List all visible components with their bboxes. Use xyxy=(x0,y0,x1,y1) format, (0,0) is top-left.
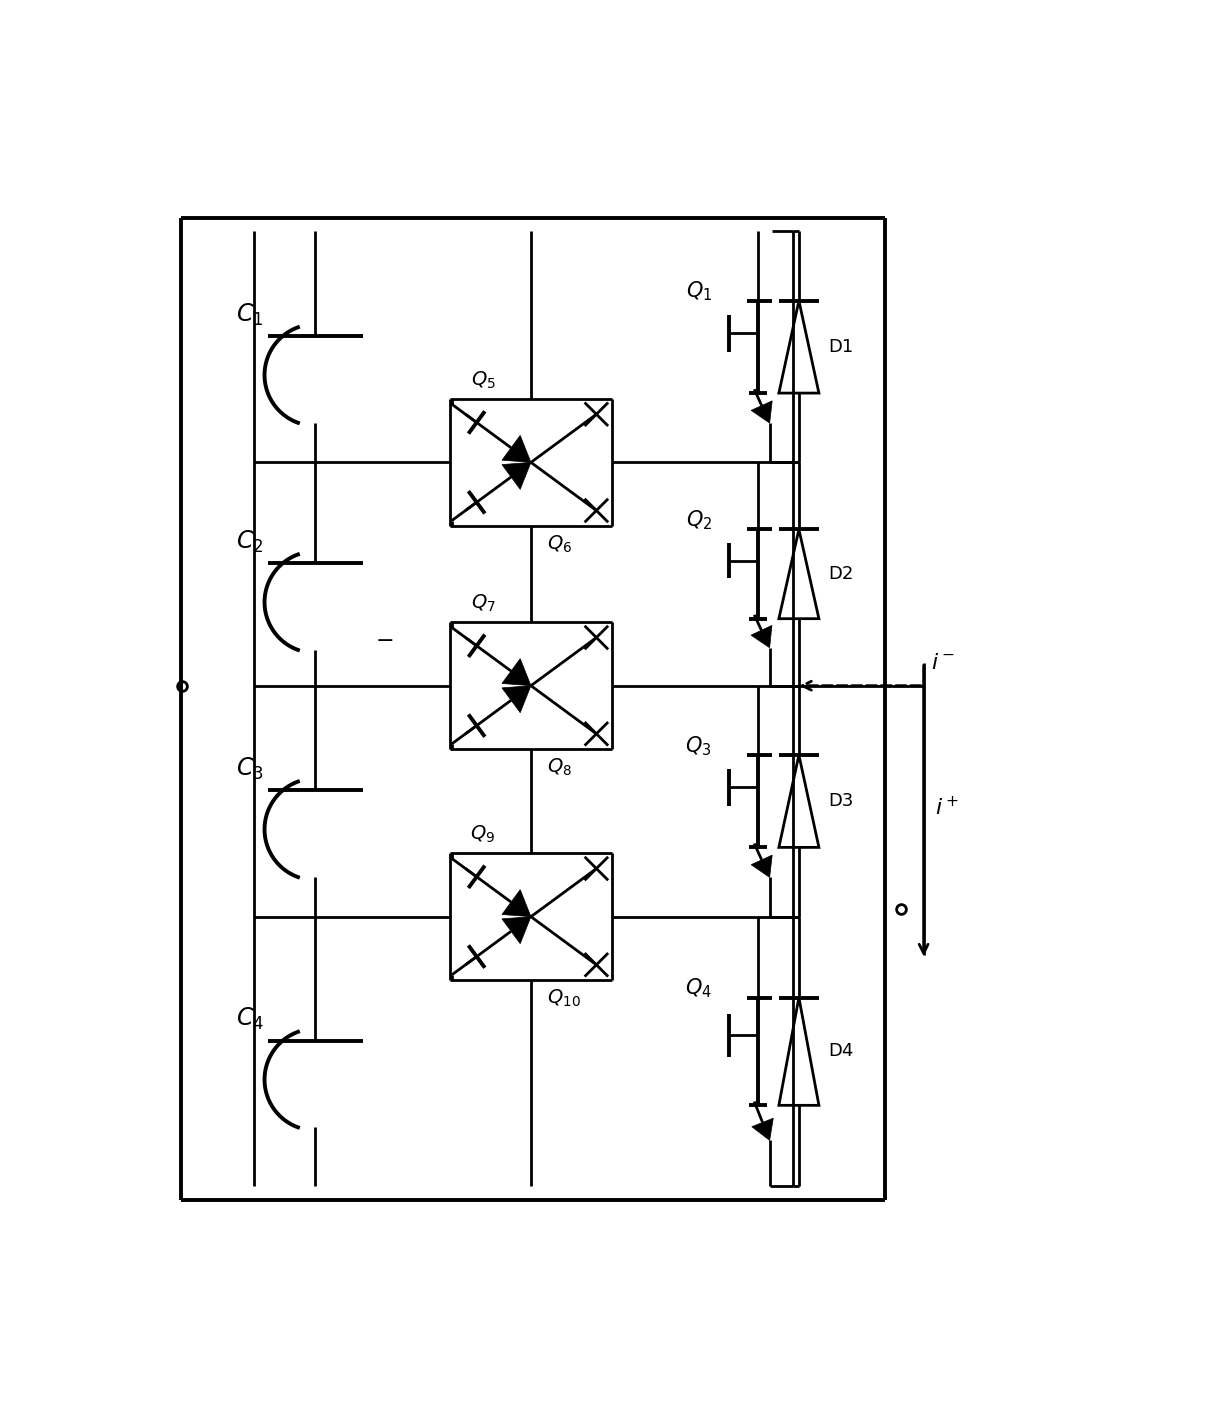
Polygon shape xyxy=(751,855,772,878)
Polygon shape xyxy=(502,917,531,944)
Text: D2: D2 xyxy=(828,565,853,583)
Text: $C_4$: $C_4$ xyxy=(236,1007,264,1032)
Text: $Q_4$: $Q_4$ xyxy=(686,976,712,1000)
Text: $i^+$: $i^+$ xyxy=(935,798,959,820)
Text: $Q_2$: $Q_2$ xyxy=(686,509,712,531)
Polygon shape xyxy=(778,998,819,1105)
Text: $Q_3$: $Q_3$ xyxy=(686,733,712,757)
Polygon shape xyxy=(778,300,819,393)
Text: $-$: $-$ xyxy=(376,629,394,649)
Text: $Q_9$: $Q_9$ xyxy=(470,824,495,845)
Polygon shape xyxy=(752,1119,774,1140)
Text: $Q_7$: $Q_7$ xyxy=(470,593,495,614)
Polygon shape xyxy=(502,686,531,712)
Polygon shape xyxy=(751,401,772,423)
Text: $C_2$: $C_2$ xyxy=(236,529,264,555)
Polygon shape xyxy=(502,463,531,489)
Text: $Q_{10}$: $Q_{10}$ xyxy=(547,988,581,1009)
Text: $Q_6$: $Q_6$ xyxy=(547,534,572,555)
Text: D4: D4 xyxy=(828,1043,853,1060)
Text: $Q_8$: $Q_8$ xyxy=(547,757,572,778)
Text: $Q_1$: $Q_1$ xyxy=(686,279,712,303)
Text: D1: D1 xyxy=(828,338,853,356)
Text: $i^-$: $i^-$ xyxy=(931,652,956,674)
Polygon shape xyxy=(502,890,531,917)
Text: D3: D3 xyxy=(828,792,853,810)
Text: $Q_5$: $Q_5$ xyxy=(470,370,495,391)
Polygon shape xyxy=(778,530,819,618)
Polygon shape xyxy=(502,659,531,686)
Polygon shape xyxy=(778,756,819,847)
Text: $C_1$: $C_1$ xyxy=(236,301,264,328)
Polygon shape xyxy=(751,625,772,648)
Polygon shape xyxy=(502,436,531,463)
Text: $C_3$: $C_3$ xyxy=(236,756,264,782)
